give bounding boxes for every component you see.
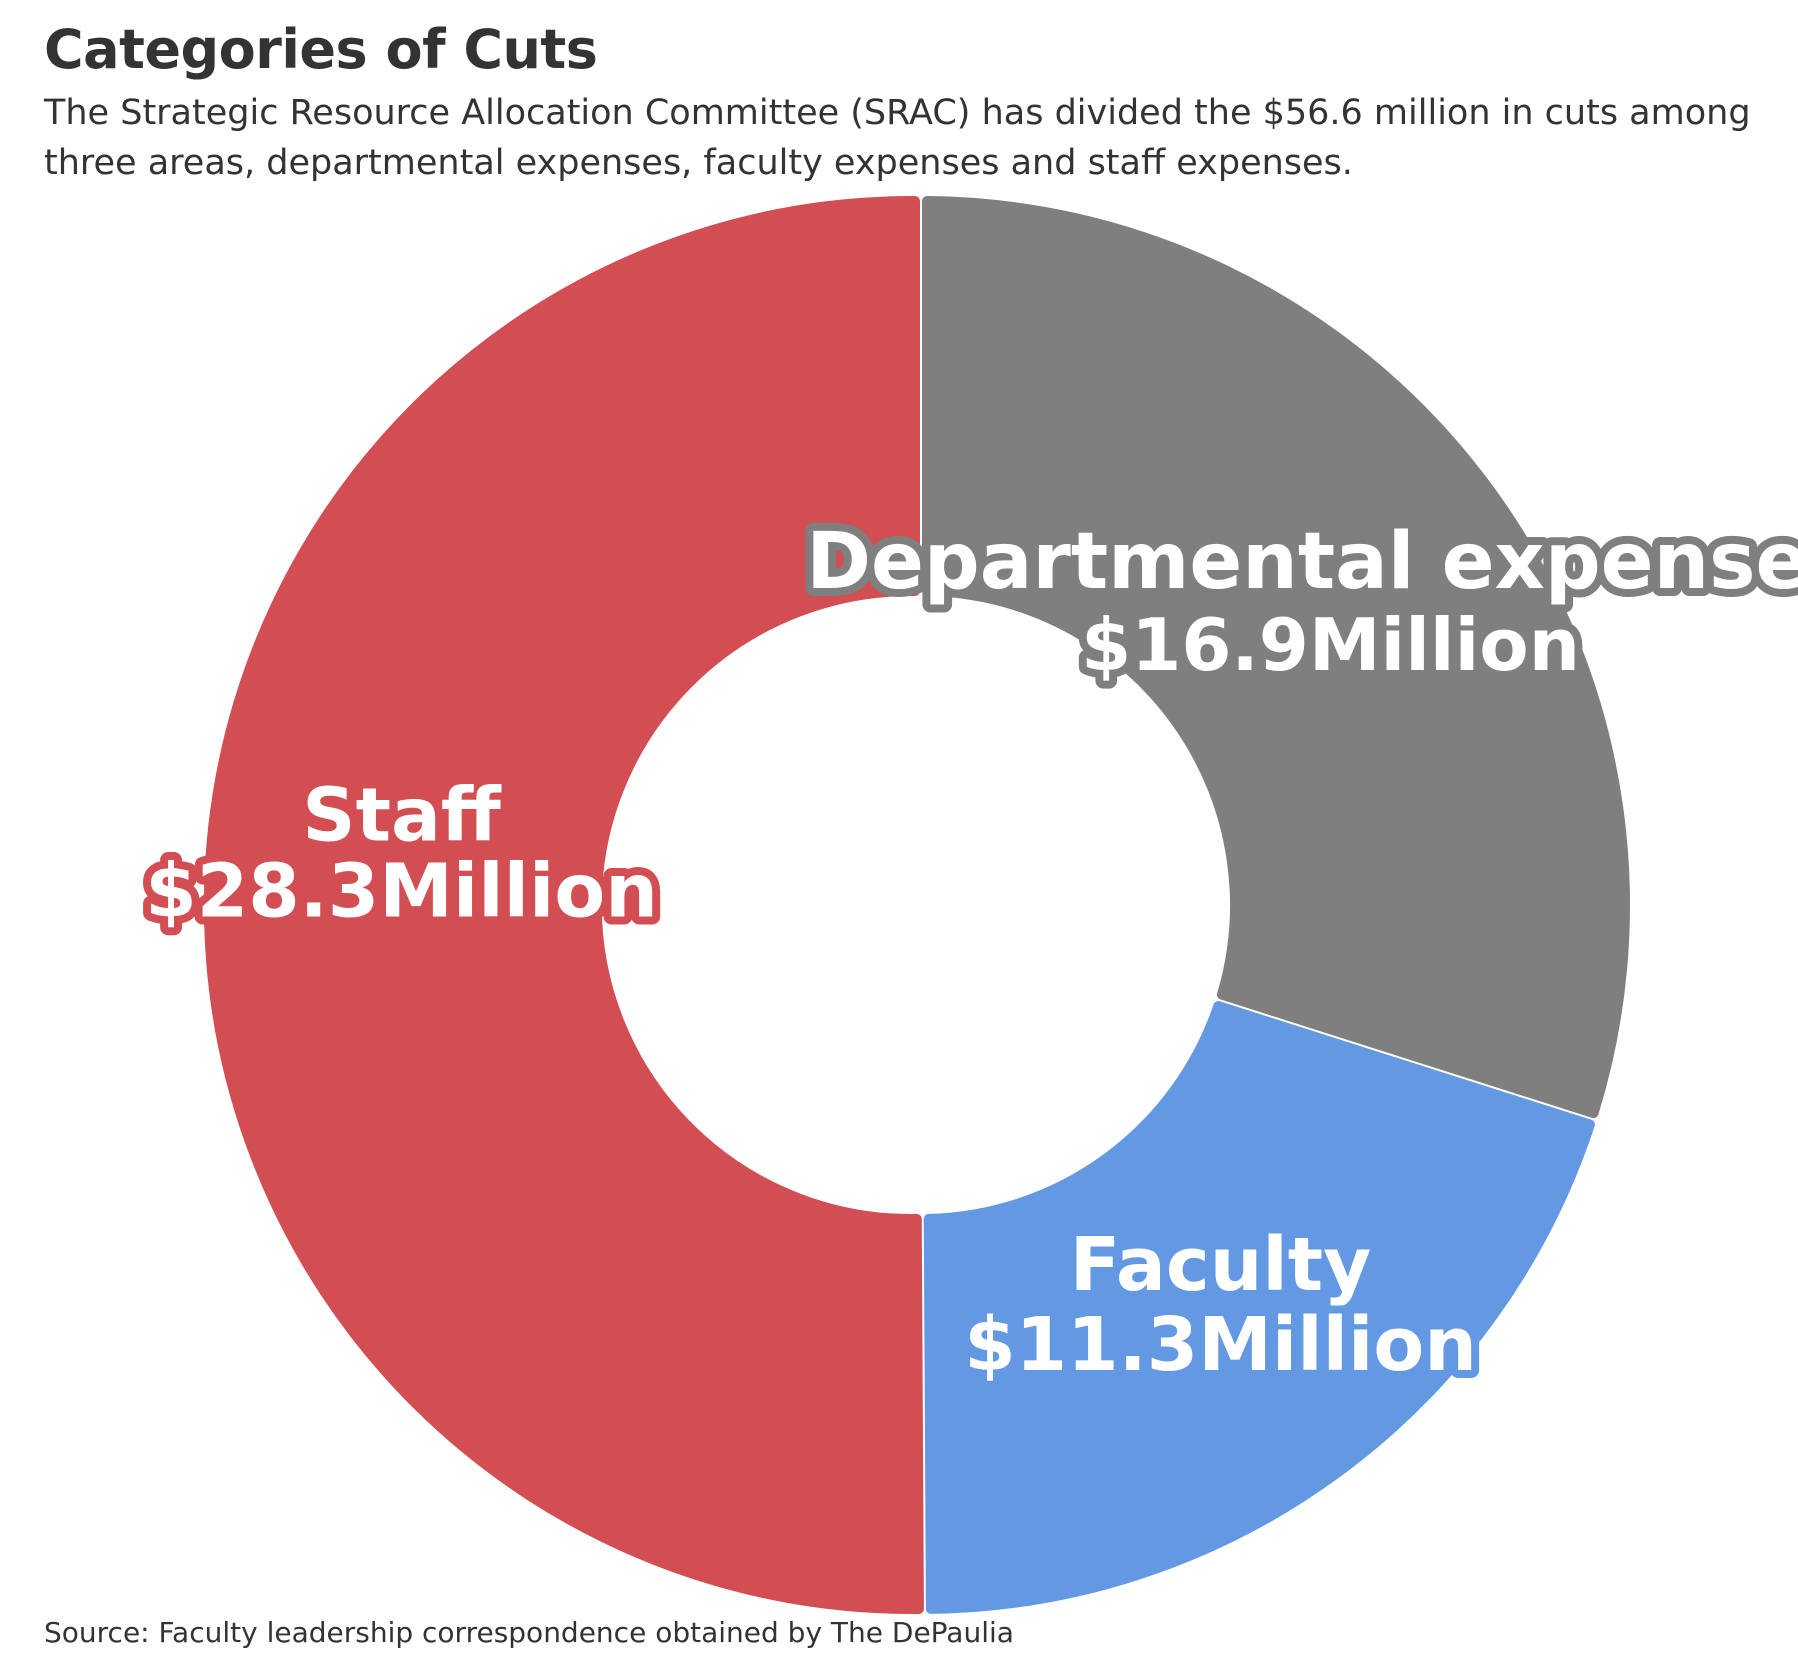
slice-label-value: $16.9Million — [1081, 603, 1580, 687]
slice-staff — [204, 196, 924, 1615]
source-note: Source: Faculty leadership correspondenc… — [44, 1616, 1014, 1649]
slice-labels: Departmental expenses$16.9Million Faculty… — [137, 509, 1798, 1396]
slice-label-name: Departmental expenses — [806, 517, 1798, 607]
chart-header: Categories of Cuts The Strategic Resourc… — [44, 18, 1764, 188]
donut-slices — [204, 196, 1630, 1615]
slice-label-name: Staff — [302, 772, 502, 858]
chart-subtitle: The Strategic Resource Allocation Commit… — [44, 93, 1751, 183]
slice-departmental-expenses — [922, 196, 1630, 1119]
slice-faculty — [923, 1001, 1595, 1614]
slice-label-name: Faculty — [1070, 1222, 1372, 1308]
slice-label-value: $11.3Million — [964, 1302, 1477, 1388]
slice-label-value: $28.3Million — [145, 848, 658, 934]
chart-title: Categories of Cuts — [44, 18, 598, 81]
